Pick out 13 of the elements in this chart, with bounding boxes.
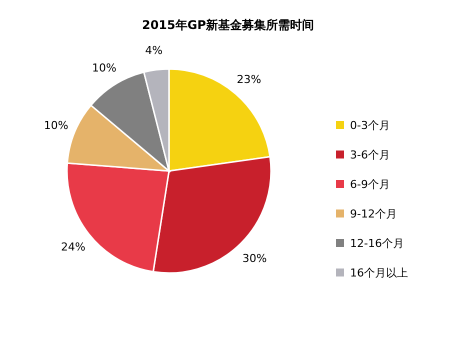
legend-label: 9-12个月 [350,208,397,220]
data-label: 30% [242,252,267,265]
data-label: 4% [145,44,163,57]
legend-label: 6-9个月 [350,178,390,191]
data-label: 24% [61,240,86,254]
data-label: 23% [236,72,262,86]
legend-label: 3-6个月 [350,148,390,162]
legend-label: 12-16个月 [350,237,404,250]
data-label: 10% [44,118,68,132]
chart-title: 2015年GP新基金募集所需时间 [142,18,314,32]
legend-label: 0-3个月 [350,119,390,132]
legend-label: 16个月以上 [350,266,408,280]
data-label: 10% [92,62,116,75]
